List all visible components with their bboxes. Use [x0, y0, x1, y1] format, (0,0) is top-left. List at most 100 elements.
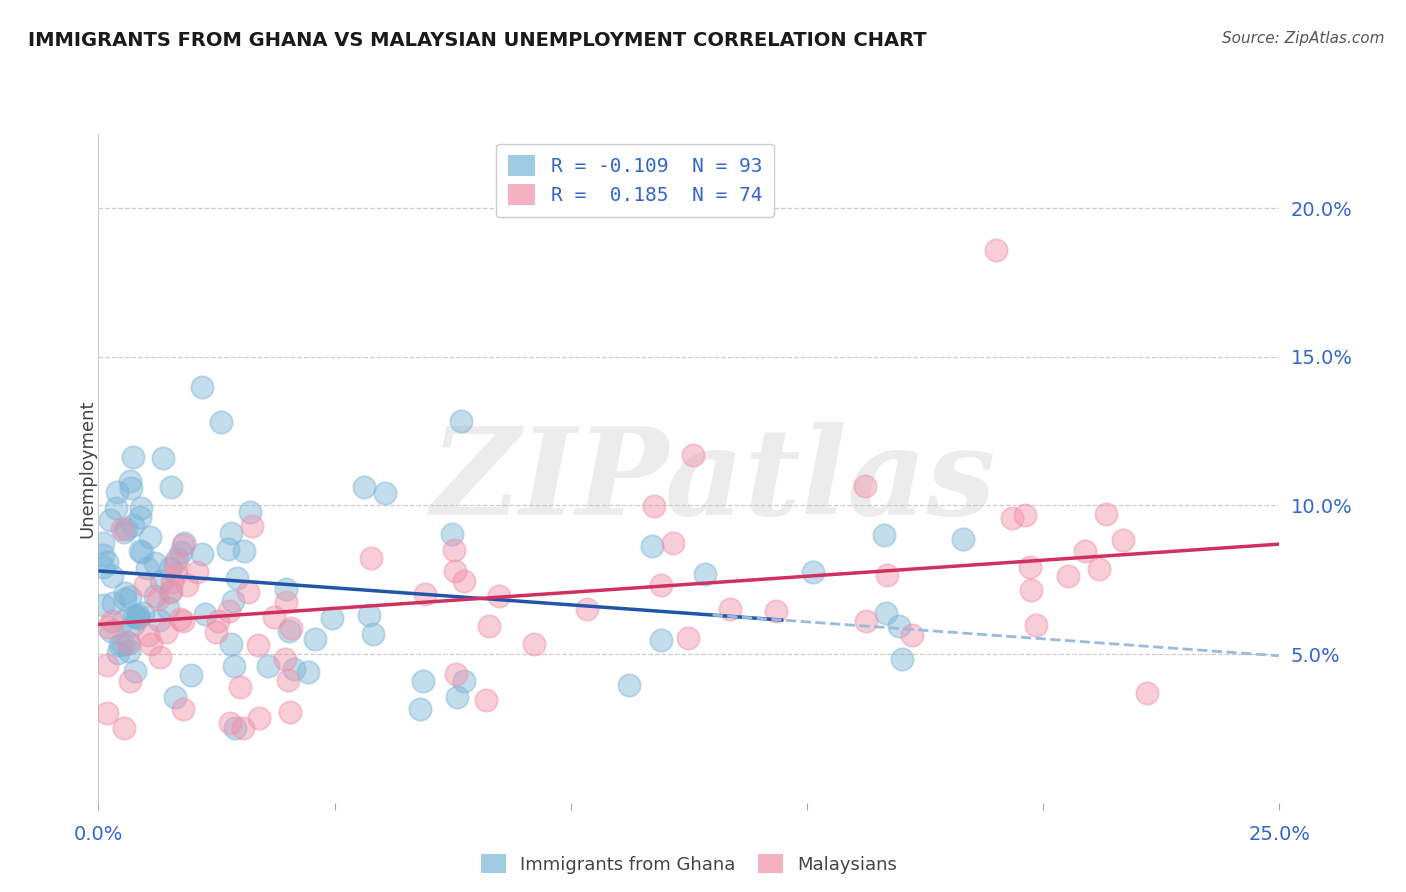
Point [232, 543, 254, 558]
Point [152, 450, 174, 465]
Point [662, 535, 685, 549]
Point [100, 624, 122, 639]
Point [297, 665, 319, 680]
Point [478, 619, 501, 633]
Point [172, 538, 194, 552]
Point [1019, 560, 1042, 574]
Point [693, 566, 716, 581]
Point [641, 539, 664, 553]
Point [159, 561, 181, 575]
Point [446, 666, 468, 681]
Point [121, 518, 143, 533]
Point [1014, 508, 1036, 522]
Text: 25.0%: 25.0% [1249, 824, 1310, 844]
Point [172, 614, 194, 628]
Point [191, 379, 214, 393]
Point [91, 560, 114, 574]
Point [114, 586, 136, 600]
Point [765, 604, 787, 618]
Point [360, 551, 382, 566]
Point [1074, 544, 1097, 558]
Point [218, 604, 240, 618]
Legend: Immigrants from Ghana, Malaysians: Immigrants from Ghana, Malaysians [474, 847, 904, 880]
Point [676, 632, 699, 646]
Point [1136, 686, 1159, 700]
Point [91, 536, 114, 550]
Point [91, 549, 114, 563]
Point [143, 589, 166, 603]
Point [247, 711, 270, 725]
Point [321, 610, 343, 624]
Point [176, 577, 198, 591]
Point [108, 638, 131, 652]
Point [446, 690, 468, 704]
Point [190, 547, 212, 561]
Point [221, 525, 243, 540]
Point [105, 501, 128, 516]
Point [127, 608, 149, 623]
Point [118, 590, 141, 604]
Point [159, 480, 181, 494]
Point [1087, 562, 1109, 576]
Point [97, 620, 120, 634]
Point [129, 510, 152, 524]
Point [111, 637, 134, 651]
Point [146, 592, 169, 607]
Point [165, 556, 187, 570]
Point [280, 621, 302, 635]
Point [117, 644, 139, 658]
Point [170, 545, 193, 559]
Point [682, 448, 704, 462]
Point [135, 561, 157, 575]
Text: Source: ZipAtlas.com: Source: ZipAtlas.com [1222, 31, 1385, 46]
Point [205, 625, 228, 640]
Point [274, 595, 297, 609]
Point [278, 624, 301, 638]
Point [374, 486, 396, 500]
Point [887, 619, 910, 633]
Point [409, 702, 432, 716]
Point [103, 597, 125, 611]
Point [207, 614, 229, 628]
Point [1021, 582, 1043, 597]
Point [209, 415, 232, 429]
Point [125, 609, 148, 624]
Point [98, 513, 121, 527]
Point [105, 485, 128, 500]
Point [139, 530, 162, 544]
Point [875, 606, 897, 620]
Point [107, 646, 129, 660]
Point [218, 541, 240, 556]
Point [1094, 507, 1116, 521]
Point [236, 585, 259, 599]
Text: IMMIGRANTS FROM GHANA VS MALAYSIAN UNEMPLOYMENT CORRELATION CHART: IMMIGRANTS FROM GHANA VS MALAYSIAN UNEMP… [28, 31, 927, 50]
Point [232, 722, 254, 736]
Point [194, 607, 217, 621]
Point [363, 627, 385, 641]
Point [224, 659, 246, 673]
Point [263, 610, 285, 624]
Point [165, 566, 187, 581]
Point [876, 568, 898, 582]
Point [148, 613, 170, 627]
Point [218, 716, 240, 731]
Point [101, 614, 124, 628]
Point [122, 450, 145, 464]
Point [96, 706, 118, 720]
Point [169, 612, 191, 626]
Point [127, 611, 149, 625]
Point [150, 574, 173, 588]
Point [277, 673, 299, 688]
Point [124, 664, 146, 678]
Point [650, 578, 672, 592]
Point [173, 536, 195, 550]
Point [221, 637, 243, 651]
Point [304, 632, 326, 646]
Point [129, 543, 152, 558]
Point [617, 678, 640, 692]
Point [444, 564, 467, 578]
Point [239, 505, 262, 519]
Point [186, 565, 208, 579]
Point [523, 637, 546, 651]
Point [855, 614, 877, 628]
